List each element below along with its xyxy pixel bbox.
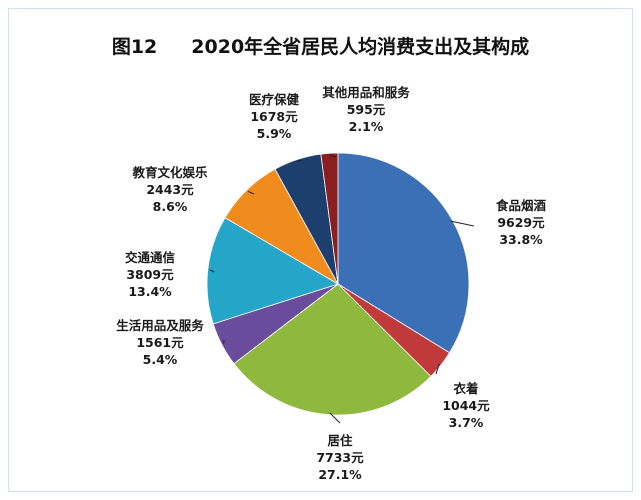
- pie-slice: [206, 217, 339, 325]
- slice-label-name: 医疗保健: [249, 92, 300, 107]
- slice-label-name: 交通通信: [125, 250, 176, 265]
- leader-line: [450, 220, 475, 227]
- pie-slice: [337, 152, 470, 354]
- slice-label-value: 1044元: [442, 398, 490, 413]
- slice-label-value: 595元: [347, 102, 386, 117]
- slice-label-name: 生活用品及服务: [116, 318, 204, 333]
- leader-lines: [209, 154, 475, 424]
- slice-label-name: 其他用品和服务: [322, 85, 410, 100]
- slice-label-name: 食品烟酒: [495, 198, 547, 213]
- slice-label-value: 2443元: [146, 182, 194, 197]
- leader-line: [329, 154, 337, 158]
- slice-label-value: 1561元: [136, 335, 184, 350]
- pie-slice: [233, 283, 432, 416]
- leader-line: [329, 412, 341, 424]
- chart-title-text: 2020年全省居民人均消费支出及其构成: [191, 36, 530, 58]
- slice-label-name: 居住: [327, 433, 353, 448]
- slice-label-percent: 5.9%: [257, 126, 292, 141]
- slice-label-name: 衣着: [453, 381, 478, 396]
- chart-title: 图12 2020年全省居民人均消费支出及其构成: [0, 32, 641, 59]
- leader-line: [209, 269, 215, 273]
- slice-label-value: 9629元: [497, 215, 545, 230]
- slice-label-percent: 3.7%: [449, 415, 484, 430]
- figure-number: 图12: [111, 36, 158, 58]
- leader-line: [297, 159, 303, 162]
- slice-label-percent: 5.4%: [143, 352, 178, 367]
- leader-line: [247, 190, 255, 195]
- slice-label-percent: 33.8%: [499, 232, 543, 247]
- pie-slice: [320, 152, 339, 285]
- slice-label-percent: 2.1%: [349, 119, 384, 134]
- slice-label-value: 7733元: [316, 450, 364, 465]
- slice-label-percent: 8.6%: [153, 199, 188, 214]
- chart-frame: [8, 8, 633, 492]
- slice-label-name: 教育文化娱乐: [131, 165, 208, 180]
- slice-label-value: 3809元: [126, 267, 174, 282]
- slice-label-value: 1678元: [250, 109, 298, 124]
- slice-label-percent: 27.1%: [318, 467, 362, 482]
- slice-label-percent: 13.4%: [128, 284, 172, 299]
- pie-slices: [206, 152, 470, 416]
- leader-line: [435, 363, 440, 375]
- slice-labels: 食品烟酒 9629元 33.8% 衣着 1044元 3.7% 居住 7733元 27.1% 生活用…: [116, 85, 546, 482]
